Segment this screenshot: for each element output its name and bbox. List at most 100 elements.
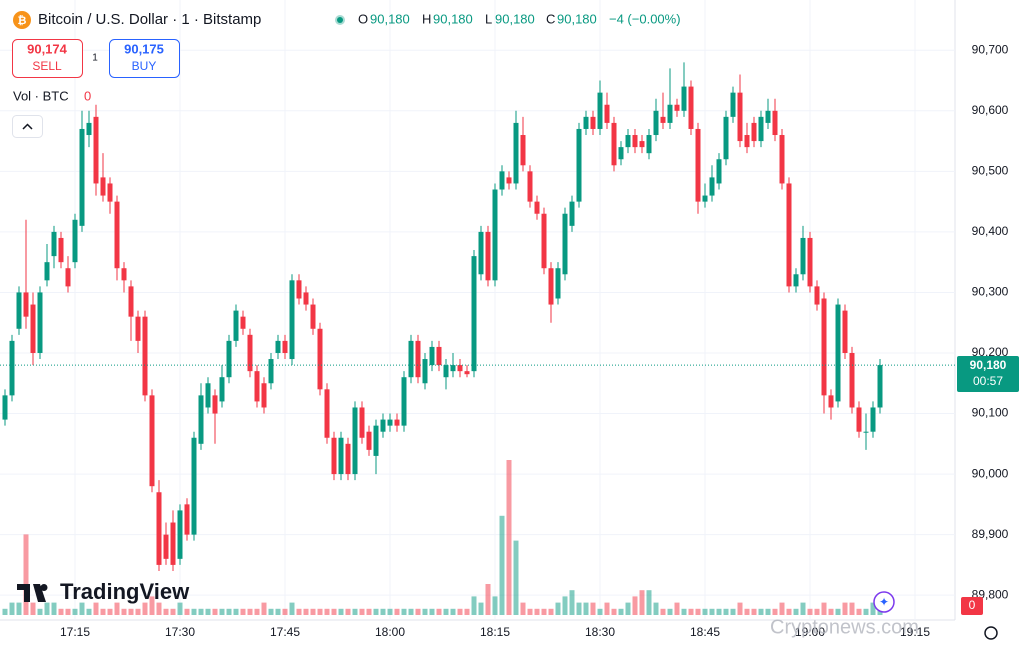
volume-bar bbox=[590, 602, 596, 615]
settings-icon[interactable] bbox=[984, 626, 998, 640]
volume-bar bbox=[464, 608, 470, 615]
candle-body bbox=[590, 116, 596, 129]
volume-bar bbox=[618, 608, 624, 615]
volume-bar bbox=[751, 608, 757, 615]
candle-body bbox=[240, 316, 246, 329]
volume-bar bbox=[79, 602, 85, 615]
x-tick-label: 17:30 bbox=[165, 625, 195, 639]
volume-bar bbox=[422, 608, 428, 615]
candle-body bbox=[331, 437, 337, 475]
volume-bar bbox=[597, 608, 603, 615]
volume-bar bbox=[149, 596, 155, 615]
candle-body bbox=[828, 395, 834, 408]
candle-body bbox=[338, 437, 344, 475]
candle-body bbox=[450, 365, 456, 372]
candle-body bbox=[107, 183, 113, 202]
volume-bar bbox=[527, 608, 533, 615]
candle-body bbox=[114, 201, 120, 269]
candle-body bbox=[16, 292, 22, 329]
volume-bar bbox=[275, 608, 281, 615]
volume-bar bbox=[2, 608, 8, 615]
candle-body bbox=[156, 492, 162, 565]
candle-body bbox=[254, 371, 260, 402]
volume-bar bbox=[765, 608, 771, 615]
volume-bar bbox=[793, 608, 799, 615]
volume-bar bbox=[156, 602, 162, 615]
volume-bar bbox=[338, 608, 344, 615]
candle-body bbox=[730, 92, 736, 117]
candle-body bbox=[121, 268, 127, 281]
volume-bar bbox=[667, 608, 673, 615]
assistant-glyph: ✦ bbox=[879, 595, 889, 609]
candle-body bbox=[58, 237, 64, 263]
volume-bar bbox=[604, 602, 610, 615]
candle-body bbox=[562, 213, 568, 275]
candle-body bbox=[422, 359, 428, 384]
high-value: 90,180 bbox=[433, 11, 473, 26]
volume-bar bbox=[744, 608, 750, 615]
candle-body bbox=[646, 135, 652, 154]
sell-button[interactable] bbox=[12, 39, 83, 78]
collapse-icon bbox=[22, 123, 33, 130]
last-price-label: 90,180 bbox=[970, 358, 1007, 372]
volume-bar bbox=[457, 608, 463, 615]
candle-body bbox=[135, 316, 141, 341]
candle-body bbox=[128, 286, 134, 317]
volume-bar bbox=[716, 608, 722, 615]
candle-body bbox=[30, 304, 36, 353]
low-label: L bbox=[485, 11, 492, 26]
candle-body bbox=[695, 128, 701, 202]
candle-body bbox=[835, 304, 841, 402]
volume-bar bbox=[863, 608, 869, 615]
low-value: 90,180 bbox=[495, 11, 535, 26]
candle-body bbox=[569, 201, 575, 226]
candle-body bbox=[464, 371, 470, 375]
candle-body bbox=[786, 183, 792, 287]
candle-body bbox=[772, 110, 778, 136]
close-value: 90,180 bbox=[557, 11, 597, 26]
open-label: O bbox=[358, 11, 368, 26]
collapse-button[interactable] bbox=[12, 115, 43, 138]
volume-bar bbox=[247, 608, 253, 615]
candle-body bbox=[37, 292, 43, 353]
candle-body bbox=[485, 231, 491, 281]
volume-bar bbox=[856, 608, 862, 615]
volume-bar bbox=[821, 602, 827, 615]
volume-bar bbox=[541, 608, 547, 615]
volume-bar bbox=[373, 608, 379, 615]
candle-body bbox=[177, 510, 183, 559]
candle-body bbox=[268, 359, 274, 384]
y-tick-label: 90,500 bbox=[972, 164, 1009, 178]
volume-bar bbox=[142, 602, 148, 615]
volume-bar bbox=[576, 602, 582, 615]
volume-bar bbox=[219, 608, 225, 615]
volume-bar bbox=[681, 608, 687, 615]
candle-body bbox=[758, 116, 764, 142]
candle-body bbox=[149, 395, 155, 487]
axes-layer: 89,80089,90090,00090,10090,20090,30090,4… bbox=[60, 42, 1009, 639]
assistant-icon[interactable] bbox=[873, 591, 895, 613]
candle-body bbox=[436, 346, 442, 366]
volume-bar bbox=[800, 602, 806, 615]
candle-body bbox=[849, 352, 855, 408]
volume-bar bbox=[254, 608, 260, 615]
candle-body bbox=[877, 365, 883, 408]
volume-bar bbox=[611, 608, 617, 615]
candle-body bbox=[555, 268, 561, 299]
candle-body bbox=[86, 122, 92, 136]
candle-body bbox=[79, 128, 85, 226]
buy-button[interactable] bbox=[109, 39, 180, 78]
volume-bar bbox=[128, 608, 134, 615]
buy-price: 90,175 bbox=[124, 41, 164, 56]
volume-bar bbox=[296, 608, 302, 615]
candle-body bbox=[723, 116, 729, 160]
volume-bar bbox=[303, 608, 309, 615]
candle-body bbox=[534, 201, 540, 214]
candle-body bbox=[492, 189, 498, 281]
volume-bar bbox=[282, 608, 288, 615]
candle-body bbox=[513, 122, 519, 184]
candle-body bbox=[170, 522, 176, 565]
candle-body bbox=[275, 340, 281, 353]
volume-bar bbox=[737, 602, 743, 615]
